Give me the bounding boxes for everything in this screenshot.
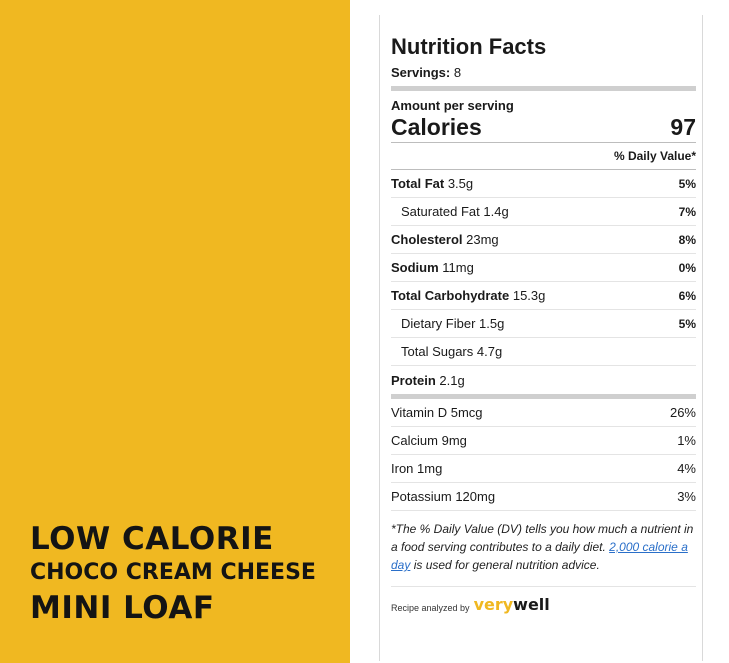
vitamin-amount: 1mg: [417, 461, 443, 476]
vitamin-amount: 9mg: [441, 433, 467, 448]
nutrient-name: Saturated Fat: [401, 204, 480, 219]
nutrient-row-total-sugars: Total Sugars 4.7g: [391, 338, 696, 366]
divider: [391, 586, 696, 587]
nutrient-amount: 3.5g: [447, 176, 474, 191]
vitamin-name: Vitamin D: [391, 405, 448, 420]
nutrient-row-dietary-fiber: Dietary Fiber 1.5g 5%: [391, 310, 696, 338]
promo-line-1: LOW CALORIE: [30, 521, 274, 557]
promo-line-3: MINI LOAF: [30, 590, 215, 626]
nutrient-amount: 4.7g: [476, 344, 503, 359]
nutrient-name: Protein: [391, 372, 436, 388]
vitamin-dv: 26%: [669, 405, 696, 420]
nutrient-name: Total Fat: [391, 176, 445, 191]
nutrient-dv: 5%: [678, 316, 696, 331]
nutrient-row-cholesterol: Cholesterol 23mg 8%: [391, 226, 696, 254]
nutrient-row-saturated-fat: Saturated Fat 1.4g 7%: [391, 198, 696, 226]
servings-value: 8: [453, 65, 462, 80]
logo-well: well: [513, 595, 550, 614]
calories-value: 97: [670, 114, 696, 140]
nutrient-amount: 15.3g: [512, 288, 546, 303]
vitamin-row-vitamin-d: Vitamin D 5mcg 26%: [391, 399, 696, 427]
calorie-info-link[interactable]: 2,000 calorie a day: [391, 540, 688, 572]
nutrient-name: Sodium: [391, 260, 439, 275]
vitamin-dv: 1%: [677, 433, 696, 448]
vitamin-dv: 3%: [677, 489, 696, 504]
amount-per-serving: Amount per serving: [391, 98, 514, 113]
nutrition-facts-card: Nutrition Facts Servings: 8 Amount per s…: [379, 15, 703, 661]
nutrient-dv: 8%: [678, 232, 696, 247]
daily-value-footnote: *The % Daily Value (DV) tells you how mu…: [391, 520, 696, 574]
nutrient-name: Cholesterol: [391, 232, 463, 247]
divider-thick: [391, 86, 696, 91]
nutrient-amount: 23mg: [466, 232, 499, 247]
nutrient-amount: 2.1g: [439, 372, 465, 388]
promo-panel: LOW CALORIE CHOCO CREAM CHEESE MINI LOAF: [0, 0, 350, 663]
logo-very: very: [473, 595, 514, 614]
nutrient-dv: 0%: [678, 260, 696, 275]
nutrient-row-protein: Protein 2.1g: [391, 366, 696, 394]
nutrient-amount: 1.4g: [483, 204, 509, 219]
vitamin-row-calcium: Calcium 9mg 1%: [391, 427, 696, 455]
nutrient-dv: 6%: [678, 288, 696, 303]
vitamin-name: Iron: [391, 461, 414, 476]
nutrient-amount: 1.5g: [479, 316, 505, 331]
nutrient-row-sodium: Sodium 11mg 0%: [391, 254, 696, 282]
daily-value-header: % Daily Value*: [391, 143, 696, 170]
nutrient-dv: 7%: [678, 204, 696, 219]
nutrient-name: Total Sugars: [401, 344, 474, 359]
credit-text: Recipe analyzed by: [391, 603, 470, 613]
nutrient-name: Total Carbohydrate: [391, 288, 510, 303]
vitamin-row-iron: Iron 1mg 4%: [391, 455, 696, 483]
nutrition-facts-title: Nutrition Facts: [391, 34, 547, 59]
vitamin-amount: 120mg: [455, 489, 496, 504]
nutrient-row-total-carbohydrate: Total Carbohydrate 15.3g 6%: [391, 282, 696, 310]
vitamin-row-potassium: Potassium 120mg 3%: [391, 483, 696, 511]
footnote-text-end: is used for general nutrition advice.: [413, 558, 600, 572]
footnote-text: *The % Daily Value (DV) tells you how mu…: [391, 522, 694, 554]
promo-title: LOW CALORIE CHOCO CREAM CHEESE MINI LOAF: [30, 520, 348, 628]
verywell-logo[interactable]: verywell: [474, 597, 550, 613]
nutrient-name: Dietary Fiber: [401, 316, 476, 331]
calories-row: Calories 97: [391, 113, 696, 143]
servings-label: Servings:: [391, 65, 451, 80]
vitamin-name: Calcium: [391, 433, 438, 448]
promo-line-2: CHOCO CREAM CHEESE: [30, 560, 316, 585]
recipe-credit: Recipe analyzed by verywell: [391, 597, 696, 614]
nutrient-amount: 11mg: [442, 260, 474, 275]
nutrient-dv: 5%: [678, 176, 696, 191]
vitamin-dv: 4%: [677, 461, 696, 476]
vitamin-name: Potassium: [391, 489, 452, 504]
divider-thick: [391, 394, 696, 399]
vitamin-amount: 5mcg: [450, 405, 483, 420]
nutrient-row-total-fat: Total Fat 3.5g 5%: [391, 170, 696, 198]
calories-label: Calories: [391, 114, 482, 140]
servings: Servings: 8: [391, 65, 696, 81]
